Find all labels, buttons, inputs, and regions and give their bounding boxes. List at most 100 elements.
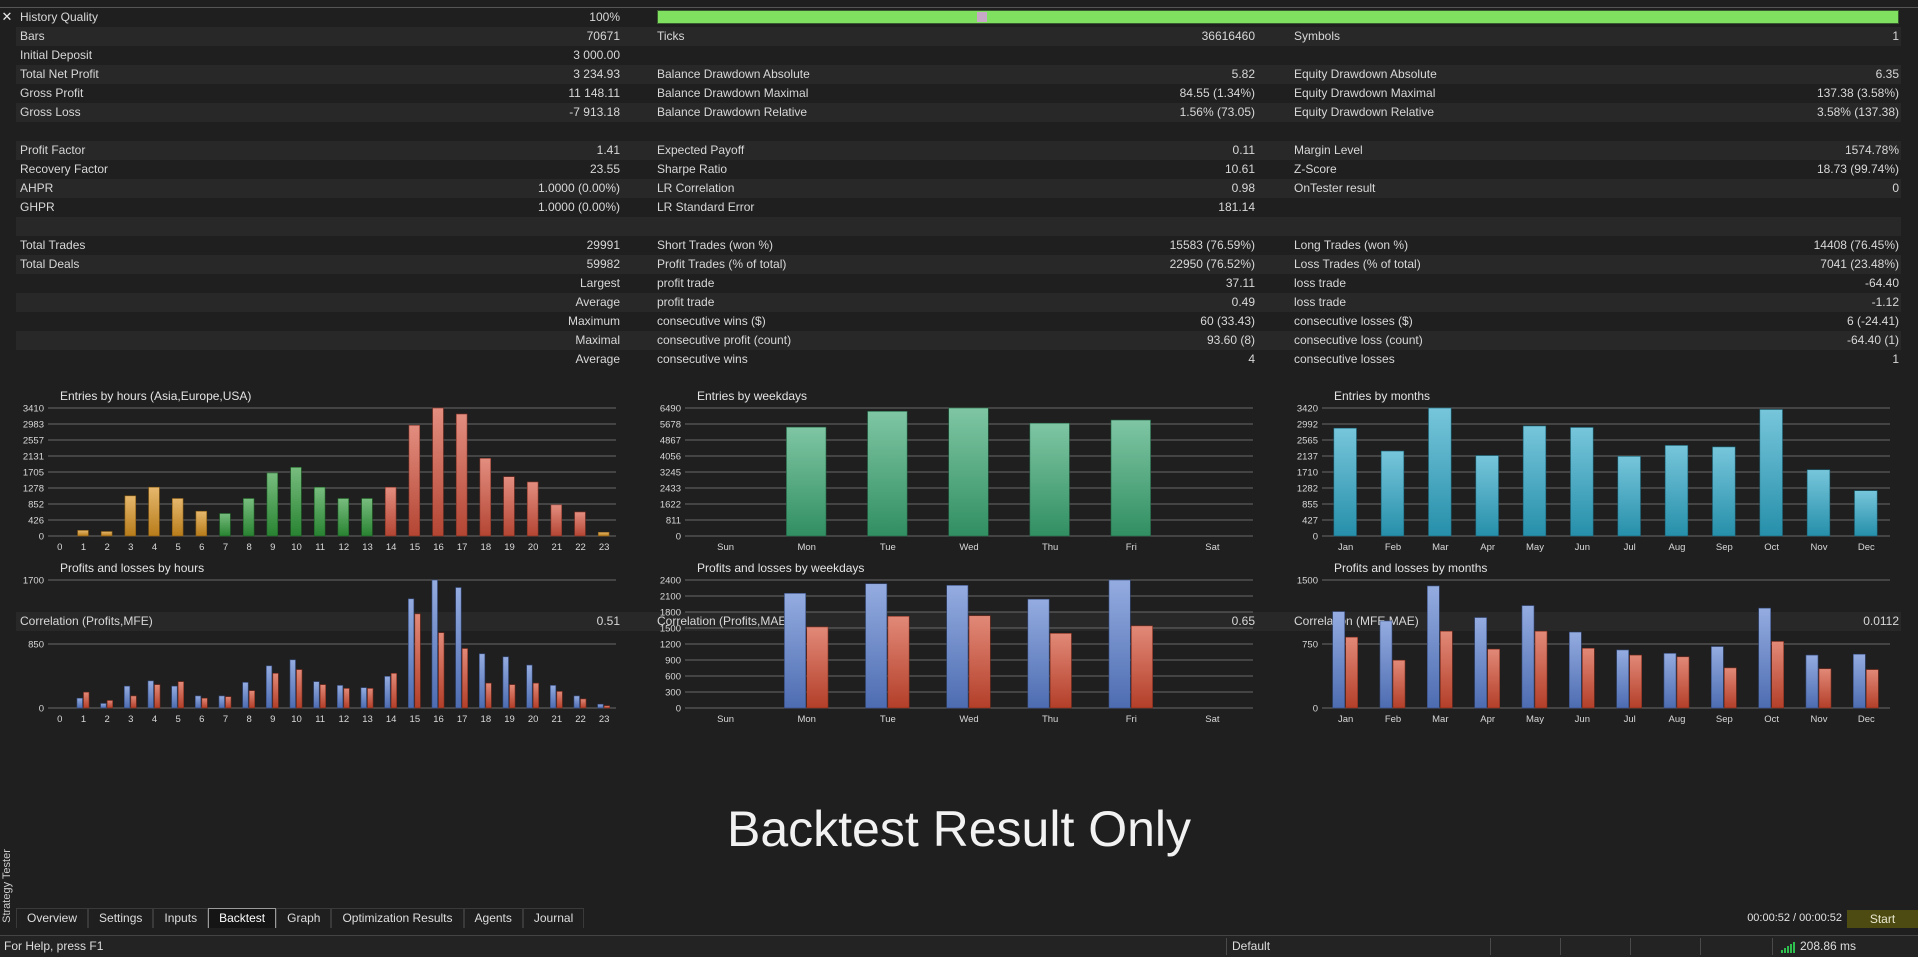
y-tick-label: 1282 [1297,484,1318,495]
stat-label: consecutive wins ($) [657,314,766,328]
chart-bar [1440,630,1453,709]
x-tick-label: 0 [57,714,62,725]
stat-value: 11 148.11 [568,86,620,100]
x-tick-label: Sep [1716,714,1733,725]
stat-label: consecutive loss (count) [1294,333,1423,347]
stat-value: 3 234.93 [573,67,620,81]
chart: Profits and losses by hours 1700 850 0 0 1 2 3 4… [16,561,626,732]
x-tick-label: 8 [247,714,252,725]
y-tick-label: 3420 [1297,404,1318,415]
chart-bar [201,697,208,709]
chart-bar [1616,649,1629,709]
x-tick-label: 11 [315,714,325,725]
tab-backtest[interactable]: Backtest [208,908,277,928]
x-tick-label: 22 [575,542,586,553]
x-tick-label: 1 [81,714,86,725]
stat-label: Z-Score [1294,162,1337,176]
x-tick-label: Feb [1385,714,1401,725]
x-tick-label: 14 [386,714,397,725]
stats-row: Gross Profit 11 148.11 Balance Drawdown Ma… [16,84,1901,103]
y-tick-label: 1500 [1297,576,1318,587]
y-tick-label: 426 [28,516,44,527]
x-tick-label: Nov [1811,714,1828,725]
x-tick-label: Jul [1624,542,1636,553]
x-tick-label: 2 [105,714,110,725]
chart-svg: 2400 2100 1800 1500 1200 900 600 300 0 Sun Mon Tue W… [660,576,1253,725]
chart-bar [503,476,515,537]
chart-bar [130,695,137,709]
stats-row: Gross Loss -7 913.18 Balance Drawdown Rela… [16,103,1901,122]
x-tick-label: Oct [1764,714,1779,725]
tab-settings[interactable]: Settings [88,908,154,928]
top-divider [0,7,1918,8]
x-tick-label: Jun [1575,542,1590,553]
chart-bar [526,664,533,709]
x-tick-label: 13 [362,714,373,725]
chart-bar [1569,631,1582,709]
chart-bar [177,681,184,709]
chart-bar [597,703,604,709]
tab-agents[interactable]: Agents [463,908,523,928]
stat-label: Equity Drawdown Absolute [1294,67,1437,81]
stat-value: Average [575,295,620,309]
stat-value: 59982 [586,257,620,271]
start-button[interactable]: Start [1847,910,1918,928]
stat-label: AHPR [20,181,54,195]
chart-title: Profits and losses by months [1334,561,1488,575]
chart-bar [384,486,397,537]
chart-bar [1130,625,1153,709]
tab-optimization-results[interactable]: Optimization Results [331,908,464,928]
chart-bar [124,495,137,537]
x-tick-label: 5 [176,714,181,725]
stat-value: 0 [1892,181,1899,195]
stats-table: History Quality 100% Bars 70671 Ticks 36616… [16,8,1901,631]
stat-value: 22950 (76.52%) [1169,257,1255,271]
chart-bar [1332,611,1345,709]
y-tick-label: 2983 [23,420,44,431]
y-tick-label: 2565 [1297,436,1318,447]
y-tick-label: 811 [666,516,681,527]
tab-journal[interactable]: Journal [522,908,585,928]
stat-value: 23.55 [589,162,620,176]
tab-inputs[interactable]: Inputs [153,908,209,928]
stat-value: 1.41 [596,143,620,157]
y-tick-label: 0 [1313,704,1318,715]
stat-value: 70671 [586,29,620,43]
stat-value: 10.61 [1224,162,1255,176]
chart-bar [1771,641,1784,709]
chart-bar [1663,653,1677,709]
stat-label: Balance Drawdown Absolute [657,67,810,81]
stat-value: 5.82 [1231,67,1255,81]
chart-bar [408,598,415,709]
stat-label: Correlation (Profits,MAE) [657,614,791,628]
chart-bar [1582,647,1595,709]
stats-row: Recovery Factor 23.55 Sharpe Ratio 10.61 Z-S… [16,160,1901,179]
tab-graph[interactable]: Graph [276,908,332,928]
stat-label: consecutive profit (count) [657,333,792,347]
chart-bar [390,673,397,709]
chart-bar [485,682,492,709]
x-tick-label: 16 [433,714,444,725]
chart-bar [455,587,462,709]
chart-bar [968,615,991,709]
y-tick-label: 427 [1302,516,1318,527]
stat-value: 7041 (23.48%) [1820,257,1899,271]
y-tick-label: 3410 [23,404,44,415]
stats-row: Initial Deposit 3 000.00 [16,46,1901,65]
x-tick-label: 23 [599,542,610,553]
x-tick-label: 6 [199,542,204,553]
close-icon[interactable]: ✕ [1,9,13,24]
y-tick-label: 2992 [1297,420,1318,431]
stat-value: 0.98 [1231,181,1255,195]
chart-bar [195,510,208,537]
chart-bar [1854,490,1878,537]
x-tick-label: 8 [247,542,252,553]
chart-bar [1866,669,1879,709]
stat-value: 1.0000 (0.00%) [537,200,620,214]
y-tick-label: 0 [39,532,44,543]
x-tick-label: Mar [1432,542,1448,553]
chart-bar [106,700,113,709]
tab-overview[interactable]: Overview [16,908,89,928]
stat-label: profit trade [657,276,715,290]
